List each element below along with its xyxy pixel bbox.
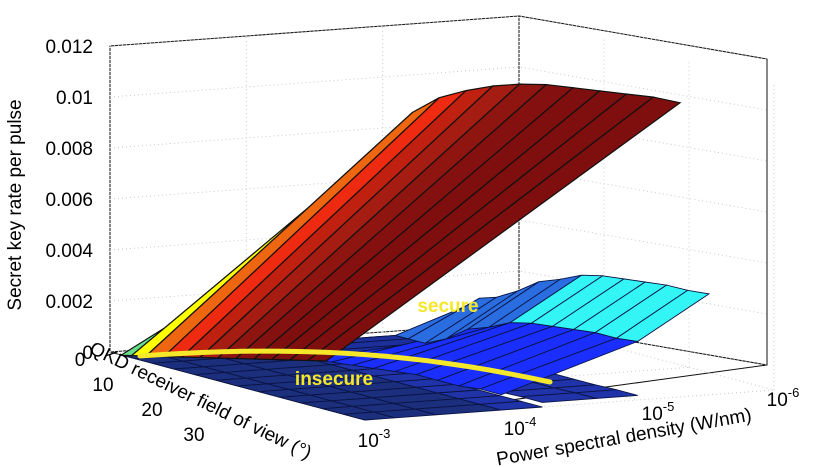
secure-insecure-boundary [137, 348, 553, 385]
y-tick-label: 10-3 [358, 426, 391, 452]
z-gridline [109, 66, 768, 111]
y-tick-exponent: -6 [788, 385, 800, 400]
y-tick-exponent: -3 [379, 426, 391, 441]
z-tick-label: 0 [82, 343, 93, 364]
z-gridline [109, 219, 768, 264]
z-tick-label: 0.008 [45, 139, 93, 160]
z-tick-label: 0.004 [45, 241, 93, 262]
y-tick-base: 10 [642, 404, 663, 425]
z-axis-label: Secret key rate per pulse [5, 99, 26, 310]
secure-region-label: secure [417, 296, 478, 317]
y-tick-label: 10-6 [767, 385, 800, 411]
y-tick-label: 10-4 [504, 414, 537, 440]
y-tick-label: 10-5 [642, 399, 675, 425]
y-tick-base: 10 [358, 431, 379, 452]
floor-mesh-cell [575, 389, 638, 399]
y-tick-exponent: -4 [525, 414, 537, 429]
y-tick-base: 10 [767, 390, 788, 411]
z-tick-label: 0.012 [45, 37, 93, 58]
x-tick-label: 10 [92, 375, 113, 396]
z-tick-label: 0.002 [45, 292, 93, 313]
surface-mesh [118, 83, 711, 421]
x-tick-label: 30 [183, 425, 204, 446]
z-tick-label: 0.01 [56, 88, 93, 109]
z-gridline [109, 15, 768, 60]
x-tick-label: 0 [75, 350, 86, 371]
insecure-region-label: insecure [295, 369, 373, 390]
floor-mesh-cell [479, 400, 543, 411]
key-rate-panel [306, 96, 682, 362]
y-tick-exponent: -5 [663, 399, 675, 414]
x-tick-label: 20 [141, 400, 162, 421]
z-tick-label: 0.006 [45, 190, 93, 211]
y-tick-base: 10 [504, 419, 525, 440]
ramp-cyan-cell [615, 289, 711, 342]
